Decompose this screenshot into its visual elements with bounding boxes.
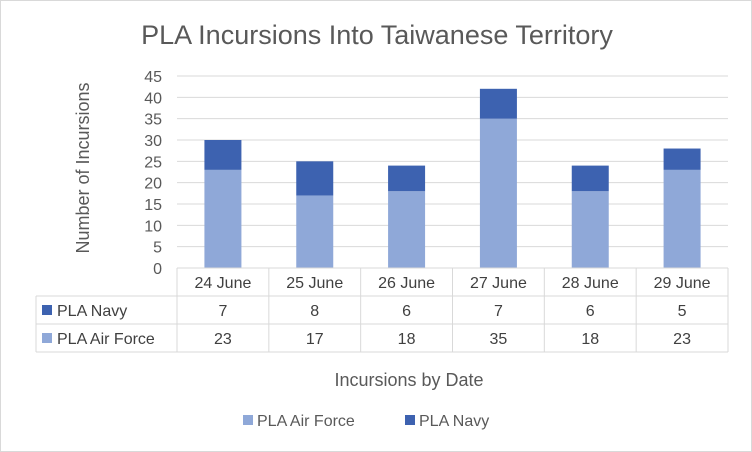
x-tick-label: 29 June xyxy=(654,275,711,292)
x-tick-label: 28 June xyxy=(562,275,619,292)
data-label: 18 xyxy=(398,331,416,348)
data-table: 24 June 25 June 26 June 27 June 28 June 29 Ju… xyxy=(35,267,729,353)
bar-air-force xyxy=(204,169,242,268)
x-tick-label: 24 June xyxy=(194,275,251,292)
x-tick-label: 26 June xyxy=(378,275,435,292)
y-axis-title: Number of Incursions xyxy=(73,82,93,253)
bar-navy xyxy=(479,88,517,119)
data-label: 8 xyxy=(310,303,319,320)
y-tick-label: 20 xyxy=(144,176,162,193)
legend-swatch xyxy=(243,415,253,425)
bars xyxy=(204,88,701,269)
data-label: 6 xyxy=(586,303,595,320)
y-tick-label: 10 xyxy=(144,218,162,235)
data-label: 23 xyxy=(214,331,232,348)
y-tick-label: 25 xyxy=(144,154,162,171)
data-label: 23 xyxy=(673,331,691,348)
bar-navy xyxy=(663,148,701,170)
bar-navy xyxy=(296,161,334,196)
chart-title: PLA Incursions Into Taiwanese Territory xyxy=(141,20,613,50)
table-legend-key xyxy=(42,305,52,315)
x-axis-title: Incursions by Date xyxy=(334,370,483,390)
y-tick-labels: 0 5 10 15 20 25 30 35 40 45 xyxy=(144,69,162,278)
data-label: 6 xyxy=(402,303,411,320)
y-tick-label: 40 xyxy=(144,90,162,107)
legend: PLA Air Force PLA Navy xyxy=(243,413,489,430)
x-tick-label: 27 June xyxy=(470,275,527,292)
data-label: 17 xyxy=(306,331,324,348)
bar-air-force xyxy=(388,191,426,268)
y-tick-label: 0 xyxy=(153,261,162,278)
bar-air-force xyxy=(663,169,701,268)
data-label: 5 xyxy=(678,303,687,320)
bar-air-force xyxy=(479,118,517,269)
data-label: 7 xyxy=(218,303,227,320)
legend-swatch xyxy=(405,415,415,425)
y-tick-label: 35 xyxy=(144,112,162,129)
legend-label: PLA Navy xyxy=(419,413,489,430)
table-series-label: PLA Navy xyxy=(57,303,127,320)
bar-navy xyxy=(571,165,609,192)
bar-navy xyxy=(204,140,242,170)
x-tick-label: 25 June xyxy=(286,275,343,292)
y-tick-label: 15 xyxy=(144,197,162,214)
bar-navy xyxy=(388,165,426,192)
data-label: 7 xyxy=(494,303,503,320)
legend-label: PLA Air Force xyxy=(257,413,355,430)
bar-air-force xyxy=(296,195,334,268)
y-tick-label: 5 xyxy=(153,240,162,257)
bar-air-force xyxy=(571,191,609,268)
data-label: 18 xyxy=(581,331,599,348)
data-label: 35 xyxy=(490,331,508,348)
y-tick-label: 45 xyxy=(144,69,162,86)
y-tick-label: 30 xyxy=(144,133,162,150)
table-legend-key xyxy=(42,333,52,343)
table-series-label: PLA Air Force xyxy=(57,331,155,348)
